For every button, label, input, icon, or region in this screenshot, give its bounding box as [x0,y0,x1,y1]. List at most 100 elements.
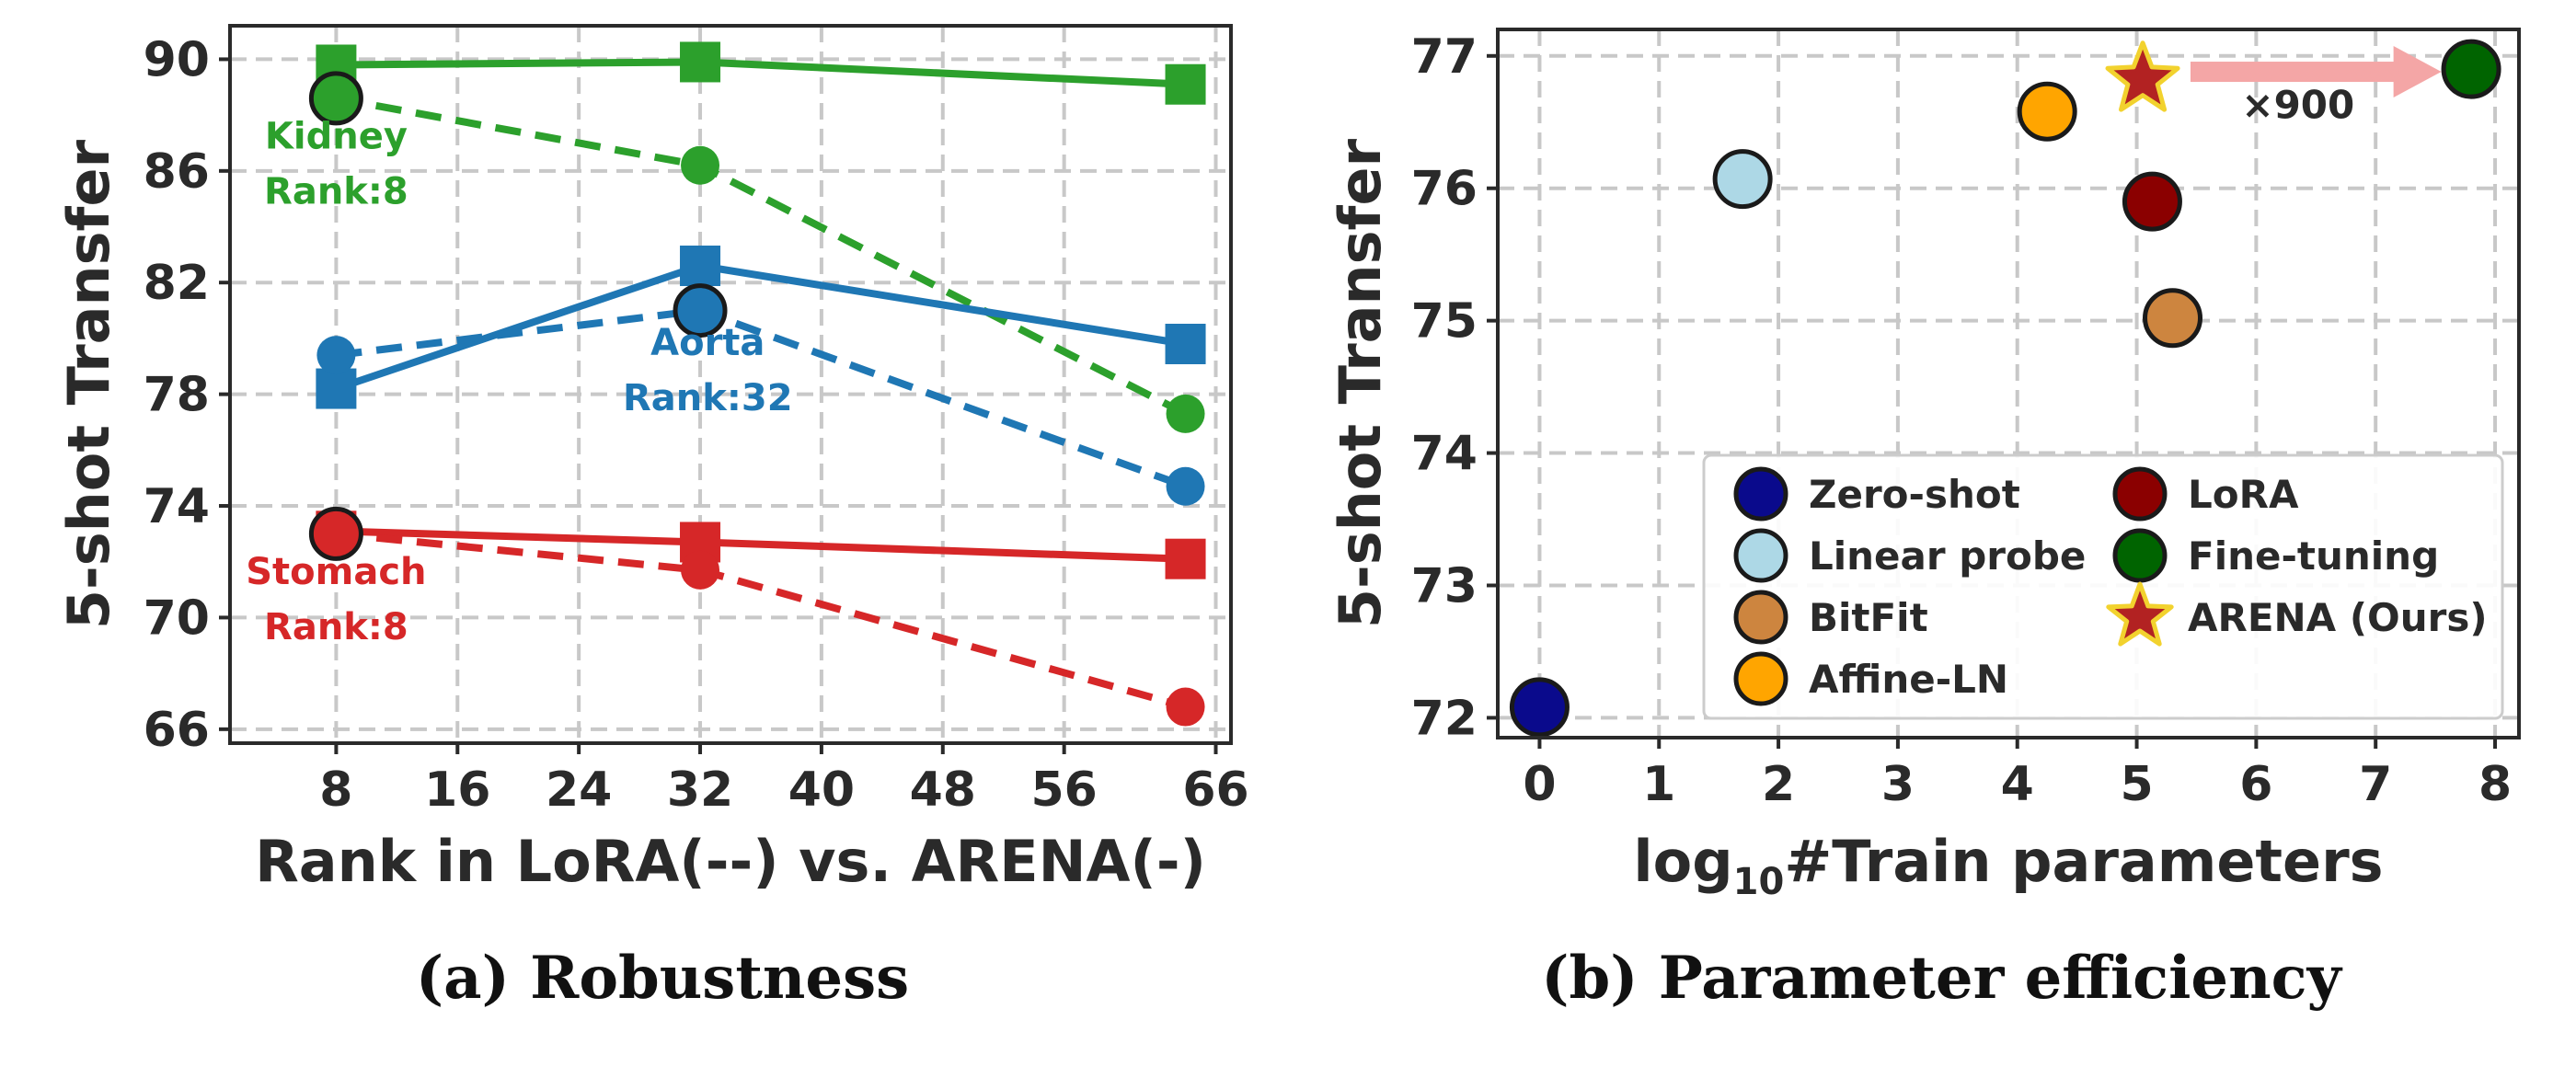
legend-marker-linear-probe [1733,528,1788,583]
x-tick-label-1: 1 [1642,757,1675,812]
efficiency-plot-frame [1496,28,2521,739]
point-bitfit [2143,288,2203,349]
y-tick-label-86: 86 [144,144,210,200]
legend-label-bitfit: BitFit [1809,595,1928,640]
y-tick-label-70: 70 [144,590,210,646]
point-kidney-arena-32 [680,41,721,83]
legend-label-zero-shot: Zero-shot [1809,472,2020,517]
legend-label-fine-tuning: Fine-tuning [2188,533,2439,579]
efficiency-caption: (b) Parameter efficiency [1541,944,2342,1013]
point-lora [2122,171,2182,232]
x-tick-label-7: 7 [2359,757,2392,812]
x-tick-label-2: 2 [1762,757,1795,812]
annotation-kidney-rank: Rank:8 [264,171,408,213]
robustness-caption: (a) Robustness [416,944,909,1013]
legend-marker-lora [2112,466,2168,522]
point-stomach-lora-64 [1166,687,1205,727]
point-stomach-lora-8 [308,506,363,561]
point-aorta-lora-32 [673,283,728,338]
point-stomach-lora-32 [681,550,720,590]
x-tick-label-32: 32 [667,762,733,818]
point-zero-shot [1509,677,1570,738]
y-tick-label-82: 82 [144,256,210,311]
x-tick-label-5: 5 [2120,757,2153,812]
x-tick-label-8: 8 [319,762,352,818]
annotation-stomach-title: Stomach [246,551,426,593]
point-aorta-arena-64 [1165,323,1206,364]
robustness-plot-frame [228,24,1233,745]
robustness-x-axis-label: Rank in LoRA(--) vs. ARENA(-) [255,828,1206,895]
x-tick-label-16: 16 [424,762,490,818]
efficiency-y-axis-label: 5-shot Transfer [1327,138,1394,628]
point-fine-tuning [2441,39,2501,99]
efficiency-x-axis-label: log10#Train parameters [1633,828,2383,903]
point-aorta-arena-32 [680,246,721,287]
efficiency-x-label-subscript: 10 [1733,861,1785,903]
x-tick-label-6: 6 [2239,757,2272,812]
y-tick-label-75: 75 [1411,294,1478,350]
legend-label-affine-ln: Affine-LN [1809,657,2008,702]
scale-arrow-head [2393,46,2442,98]
efficiency-legend: Zero-shot LoRA Linear probe Fine-tuning BitF… [1702,453,2504,720]
robustness-grid [230,26,1231,743]
y-tick-label-76: 76 [1411,162,1478,217]
annotation-aorta-title: Aorta [650,322,765,364]
robustness-annotations: Kidney Rank:8 Aorta Rank:32 Stomach Rank:8 [246,116,792,648]
scale-arrow-shaft [2190,62,2396,83]
point-affine-ln [2017,81,2077,142]
efficiency-chart: ×900 Zero-shot LoRA Linear probe Fine-tunin… [1327,28,2521,1013]
legend-label-lora: LoRA [2188,472,2299,517]
point-aorta-lora-8 [316,336,356,375]
robustness-y-ticks: 66 70 74 78 82 86 90 [144,32,230,758]
robustness-y-axis-label: 5-shot Transfer [55,139,122,629]
legend-marker-fine-tuning [2112,528,2168,583]
x-tick-label-48: 48 [910,762,976,818]
point-arena-ours [2105,40,2180,112]
x-tick-label-40: 40 [788,762,855,818]
annotation-aorta-rank: Rank:32 [623,377,793,419]
scale-arrow: ×900 [2190,46,2442,127]
y-tick-label-72: 72 [1411,691,1478,746]
point-aorta-arena-8 [316,368,357,409]
y-tick-label-73: 73 [1411,558,1478,613]
x-tick-label-0: 0 [1523,757,1556,812]
efficiency-x-ticks: 0 1 2 3 4 5 6 7 8 [1523,738,2512,812]
series-line-kidney-arena [336,58,1186,88]
efficiency-marks [1509,39,2501,738]
efficiency-x-label-rest: #Train parameters [1784,828,2383,895]
x-tick-label-66: 66 [1182,762,1248,818]
point-stomach-arena-64 [1165,538,1206,579]
legend-marker-zero-shot [1733,466,1788,522]
y-tick-label-66: 66 [144,703,210,758]
y-tick-label-78: 78 [144,368,210,423]
point-aorta-lora-64 [1166,466,1205,506]
robustness-marks [308,41,1206,727]
scale-arrow-label: ×900 [2241,82,2354,127]
point-linear-probe [1712,149,1773,210]
point-kidney-arena-64 [1165,63,1206,105]
annotation-stomach-rank: Rank:8 [264,606,408,648]
legend-marker-arena-ours [2106,581,2174,647]
x-tick-label-56: 56 [1030,762,1097,818]
x-tick-label-3: 3 [1881,757,1915,812]
x-tick-label-4: 4 [2001,757,2034,812]
efficiency-y-ticks: 72 73 74 75 76 77 [1411,29,1498,746]
point-kidney-lora-8 [308,71,363,126]
legend-label-linear-probe: Linear probe [1809,533,2086,579]
y-tick-label-74: 74 [1411,427,1478,482]
point-kidney-lora-64 [1166,394,1205,433]
legend-marker-bitfit [1733,590,1788,645]
y-tick-label-90: 90 [144,32,210,87]
legend-label-arena-ours: ARENA (Ours) [2188,595,2488,640]
legend-marker-affine-ln [1733,651,1788,706]
series-line-kidney-lora [335,94,1188,418]
efficiency-x-label-log: log [1633,828,1732,895]
robustness-x-ticks: 8 16 24 32 40 48 56 66 [319,743,1249,818]
x-tick-label-8: 8 [2478,757,2512,812]
x-tick-label-24: 24 [546,762,612,818]
robustness-chart: Kidney Rank:8 Aorta Rank:32 Stomach Rank:8 8 1… [55,24,1249,1013]
annotation-kidney-title: Kidney [265,116,408,158]
legend-box [1702,453,2504,720]
y-tick-label-74: 74 [144,479,210,534]
